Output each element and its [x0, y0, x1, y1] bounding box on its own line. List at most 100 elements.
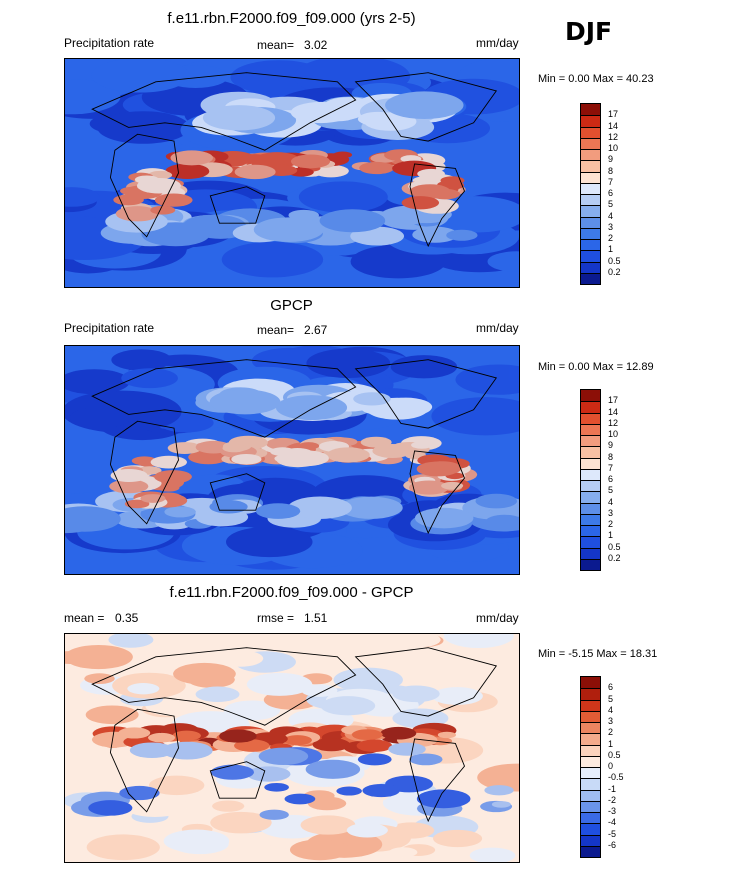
colorbar-tick-label: 1: [608, 530, 614, 541]
colorbar-tick-label: 0.2: [608, 552, 621, 563]
colorbar-tick-label: 5: [608, 199, 614, 210]
colorbar-tick-label: 12: [608, 417, 619, 428]
colorbar-swatch: [581, 733, 600, 745]
field-blob: [216, 650, 264, 667]
colorbar-tick-label: 17: [608, 395, 619, 406]
field-blob: [356, 739, 393, 753]
field-blob: [353, 392, 391, 406]
colorbar-swatch: [581, 205, 600, 217]
colorbar-tick-label: 3: [608, 507, 614, 518]
field-blob: [259, 809, 289, 820]
colorbar-swatch: [581, 525, 600, 537]
coastline: [409, 163, 466, 248]
field-blob: [357, 753, 392, 766]
colorbar-swatch: [581, 778, 600, 790]
field-blob: [231, 453, 262, 465]
colorbar-swatch: [581, 722, 600, 734]
panel1-map: [64, 58, 520, 288]
panel1-units: mm/day: [476, 36, 519, 50]
colorbar-tick-label: 0.5: [608, 749, 621, 760]
field-blob: [477, 763, 519, 792]
colorbar-swatch: [581, 423, 600, 435]
field-blob: [209, 389, 281, 415]
colorbar-tick-label: 3: [608, 716, 614, 726]
field-blob: [437, 731, 457, 739]
panel3-colorbar: [580, 676, 601, 858]
field-blob: [65, 506, 121, 532]
field-blob: [110, 468, 148, 483]
colorbar-swatch: [581, 812, 600, 824]
colorbar-tick-label: -5: [608, 828, 617, 839]
field-blob: [441, 481, 464, 490]
panel3-title: f.e11.rbn.F2000.f09_f09.000 - GPCP: [169, 584, 414, 601]
field-blob: [253, 217, 324, 242]
field-blob: [392, 685, 440, 703]
field-blob: [397, 634, 441, 648]
field-blob: [414, 507, 474, 529]
colorbar-tick-label: 7: [608, 176, 614, 187]
panel2-mean-label: mean=: [257, 323, 295, 337]
colorbar-tick-label: 14: [608, 406, 619, 417]
colorbar-swatch: [581, 250, 600, 262]
field-blob: [401, 196, 440, 210]
field-blob: [154, 193, 193, 207]
field-blob: [431, 397, 519, 436]
panel3-mean-value: 0.35: [115, 611, 139, 625]
field-blob: [119, 785, 160, 801]
colorbar-tick-label: 8: [608, 165, 614, 176]
colorbar-swatch: [581, 767, 600, 779]
colorbar-tick-label: 9: [608, 440, 614, 451]
colorbar-tick-label: 3: [608, 221, 614, 232]
field-blob: [431, 687, 483, 705]
field-blob: [234, 164, 276, 180]
field-blob: [154, 470, 192, 484]
colorbar-swatch: [581, 194, 600, 206]
colorbar-swatch: [581, 160, 600, 172]
field-blob: [150, 455, 187, 469]
field-blob: [131, 456, 157, 466]
field-blob: [385, 208, 432, 225]
colorbar-tick-label: 0: [608, 761, 614, 771]
field-blob: [385, 91, 464, 119]
panel1-colorbar-ticks: 0.2 0.5 1 2 3 4 5 6 7 8 9 10 12 14 17: [608, 103, 648, 283]
colorbar-swatch: [581, 800, 600, 812]
field-blob: [85, 705, 139, 725]
field-blob: [246, 766, 291, 782]
coastline: [91, 359, 357, 438]
colorbar-tick-label: 2: [608, 233, 614, 243]
colorbar-swatch: [581, 149, 600, 161]
field-blob: [258, 747, 309, 766]
colorbar-swatch: [581, 227, 600, 239]
field-blob: [320, 696, 376, 716]
field-blob: [360, 436, 392, 448]
field-blob: [417, 168, 445, 179]
colorbar-tick-label: -3: [608, 806, 617, 816]
field-blob: [290, 154, 331, 169]
colorbar-tick-label: 4: [608, 496, 614, 507]
season-label: DJF: [565, 17, 613, 46]
colorbar-tick-label: 17: [608, 109, 619, 120]
colorbar-tick-label: 4: [608, 210, 614, 221]
colorbar-swatch: [581, 823, 600, 835]
colorbar-swatch: [581, 171, 600, 183]
field-blob: [323, 441, 343, 448]
colorbar-tick-label: 2: [608, 727, 614, 738]
field-blob: [336, 786, 362, 796]
field-blob: [209, 500, 248, 514]
colorbar-swatch: [581, 137, 600, 149]
field-blob: [173, 662, 236, 685]
field-blob: [170, 150, 214, 166]
field-blob: [313, 164, 349, 178]
colorbar-swatch: [581, 710, 600, 722]
field-blob: [84, 673, 115, 684]
field-blob: [212, 800, 245, 812]
panel1-title: f.e11.rbn.F2000.f09_f09.000 (yrs 2-5): [167, 10, 416, 27]
colorbar-tick-label: 8: [608, 451, 614, 462]
colorbar-tick-label: -0.5: [608, 772, 624, 783]
coastline: [91, 72, 357, 151]
colorbar-tick-label: 0.5: [608, 541, 621, 552]
field-blob: [124, 499, 150, 509]
coastline: [354, 647, 498, 717]
panel2-units: mm/day: [476, 321, 519, 335]
colorbar-swatch: [581, 744, 600, 756]
